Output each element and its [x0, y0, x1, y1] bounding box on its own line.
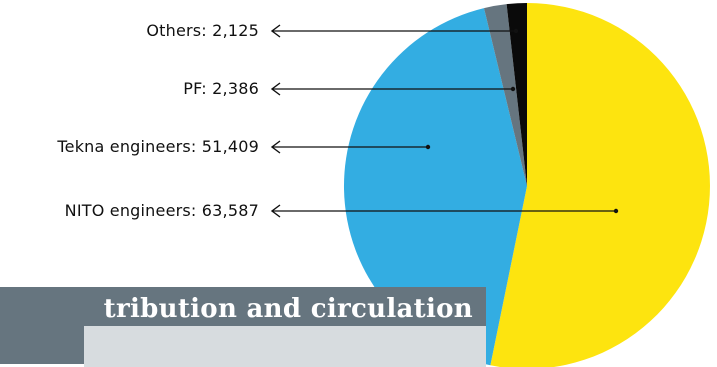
title-banner-underlay: [84, 326, 486, 367]
leader-others: [270, 24, 519, 38]
leader-dot-nito: [613, 208, 619, 214]
leader-dot-tekna: [425, 144, 431, 150]
chart-title: tribution and circulation: [103, 294, 473, 324]
label-nito: NITO engineers: 63,587: [64, 201, 259, 220]
leader-dot-others: [513, 28, 519, 34]
leader-arrow-pf: [270, 82, 281, 96]
pie-slice-tekna: [343, 8, 527, 366]
leader-arrow-others: [270, 24, 281, 38]
leader-nito: [270, 204, 619, 218]
pie-slice-others: [506, 2, 527, 186]
leader-tekna: [270, 140, 431, 154]
leader-arrow-tekna: [270, 140, 281, 154]
leader-dot-pf: [510, 86, 516, 92]
label-tekna: Tekna engineers: 51,409: [57, 137, 259, 156]
leader-arrow-nito: [270, 204, 281, 218]
leader-pf: [270, 82, 516, 96]
pie-slice-pf: [484, 4, 527, 187]
pie-slice-nito: [490, 3, 710, 367]
label-pf: PF: 2,386: [183, 79, 259, 98]
label-others: Others: 2,125: [146, 21, 259, 40]
